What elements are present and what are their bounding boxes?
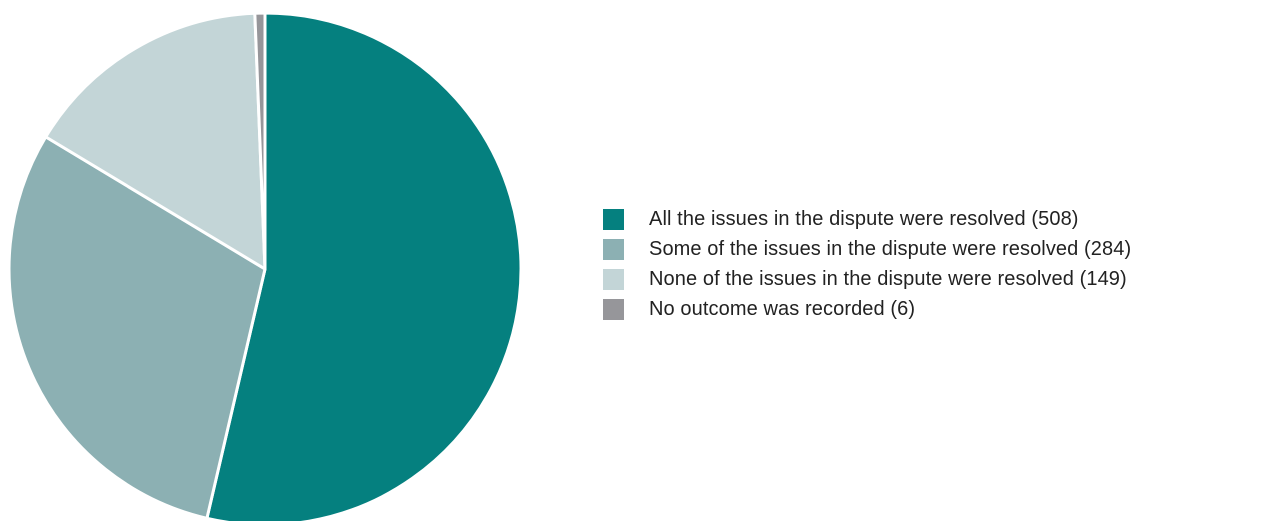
legend-item-all-resolved: All the issues in the dispute were resol…	[603, 204, 1131, 234]
legend-swatch-none-resolved	[603, 268, 624, 290]
legend-label-some-resolved: Some of the issues in the dispute were r…	[649, 237, 1132, 260]
pie-slice-no-outcome	[253, 11, 267, 271]
legend-swatch-all-resolved	[603, 208, 624, 230]
legend-item-no-outcome: No outcome was recorded (6)	[603, 294, 1131, 324]
pie-slice-some-resolved	[7, 135, 267, 520]
legend-label-all-resolved: All the issues in the dispute were resol…	[649, 207, 1079, 230]
legend: All the issues in the dispute were resol…	[603, 204, 1131, 324]
pie-slice-none-resolved	[44, 11, 267, 271]
legend-swatch-some-resolved	[603, 238, 624, 260]
legend-label-none-resolved: None of the issues in the dispute were r…	[649, 267, 1127, 290]
pie-slice-all-resolved	[205, 11, 523, 521]
pie-chart	[7, 11, 523, 521]
legend-item-some-resolved: Some of the issues in the dispute were r…	[603, 234, 1131, 264]
legend-label-no-outcome: No outcome was recorded (6)	[649, 297, 916, 320]
legend-item-none-resolved: None of the issues in the dispute were r…	[603, 264, 1131, 294]
legend-swatch-no-outcome	[603, 298, 624, 320]
